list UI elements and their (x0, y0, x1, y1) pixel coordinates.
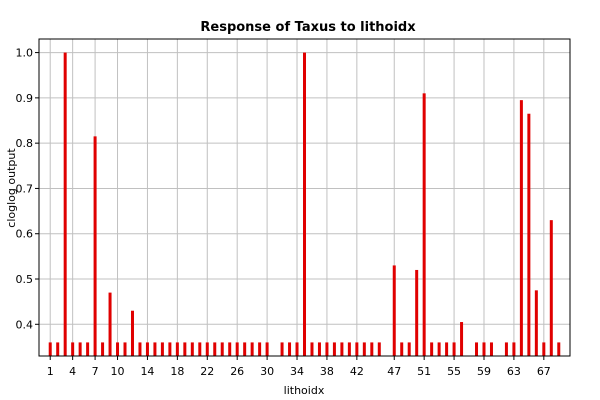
bar (392, 265, 396, 356)
bar (557, 342, 561, 356)
bar (460, 322, 464, 356)
bar (303, 52, 306, 356)
bar (116, 342, 120, 356)
y-tick-label: 1.0 (16, 47, 34, 60)
bar (265, 342, 269, 356)
bar (527, 113, 531, 356)
y-tick-label: 0.6 (16, 228, 34, 241)
bar (370, 342, 374, 356)
bar (235, 342, 239, 356)
bar (78, 342, 82, 356)
bar (101, 342, 105, 356)
bar (190, 342, 194, 356)
x-tick-label: 34 (290, 365, 304, 378)
bar (48, 342, 52, 356)
bar (243, 342, 247, 356)
bar (123, 342, 127, 356)
bar (71, 342, 75, 356)
bar (153, 342, 157, 356)
bar (475, 342, 479, 356)
plot-frame (38, 38, 571, 357)
x-tick-label: 38 (320, 365, 334, 378)
y-tick-label: 0.7 (16, 182, 34, 195)
x-tick-label: 4 (69, 365, 76, 378)
bar (549, 220, 553, 356)
bar (332, 342, 336, 356)
x-tick-label: 30 (260, 365, 274, 378)
bar (519, 100, 523, 356)
bar (504, 342, 508, 356)
x-tick-label: 55 (447, 365, 461, 378)
bar (93, 136, 97, 356)
x-tick-label: 63 (507, 365, 521, 378)
bar (415, 269, 419, 356)
bar (183, 342, 187, 356)
y-tick-layer: 0.4 0.5 0.6 0.7 0.8 0.9 1.0 (16, 47, 39, 331)
bar (534, 290, 538, 356)
bar (250, 342, 254, 356)
x-tick-label: 47 (387, 365, 401, 378)
bar (482, 342, 486, 356)
bar (280, 342, 284, 356)
bar (430, 342, 434, 356)
bar (175, 342, 179, 356)
y-tick-label: 0.9 (16, 92, 34, 105)
x-tick-label: 51 (417, 365, 431, 378)
bar (407, 342, 411, 356)
bar (295, 342, 299, 356)
y-tick-label: 0.5 (16, 273, 34, 286)
bar (205, 342, 209, 356)
bar (355, 342, 359, 356)
x-tick-label: 59 (477, 365, 491, 378)
bar (362, 342, 366, 356)
bar (310, 342, 314, 356)
bar (160, 342, 164, 356)
bar (445, 342, 449, 356)
bar (377, 342, 381, 356)
bar (437, 342, 441, 356)
bar (325, 342, 329, 356)
chart-title: Response of Taxus to lithoidx (200, 20, 416, 35)
bar (512, 342, 516, 356)
bar (288, 342, 292, 356)
bar (63, 52, 67, 356)
x-tick-label: 10 (111, 365, 125, 378)
y-tick-label: 0.8 (16, 137, 34, 150)
bar (168, 342, 172, 356)
bar (130, 310, 134, 356)
x-tick-label: 22 (200, 365, 214, 378)
bar (258, 342, 262, 356)
bar (452, 342, 456, 356)
x-tick-label: 1 (47, 365, 54, 378)
bar (220, 342, 224, 356)
bar (400, 342, 404, 356)
bar (86, 342, 90, 356)
x-tick-label: 14 (140, 365, 154, 378)
x-tick-label: 7 (92, 365, 99, 378)
bar (542, 342, 546, 356)
bar (228, 342, 232, 356)
bar (138, 342, 142, 356)
grid-layer (39, 39, 570, 356)
x-tick-label: 18 (170, 365, 184, 378)
x-tick-layer: 1 4 7 10 14 18 22 26 30 34 38 42 47 51 55 59 63 67 (47, 356, 551, 378)
bar (317, 342, 321, 356)
bar (213, 342, 217, 356)
bar (489, 342, 493, 356)
bar-layer (48, 52, 561, 356)
x-tick-label: 42 (350, 365, 364, 378)
x-tick-label: 26 (230, 365, 244, 378)
bar (56, 342, 60, 356)
y-axis-label: cloglog output (5, 148, 18, 228)
y-tick-label: 0.4 (16, 318, 34, 331)
bar (198, 342, 202, 356)
x-tick-label: 67 (537, 365, 551, 378)
bar (145, 342, 149, 356)
bar (422, 93, 426, 356)
bar (347, 342, 351, 356)
bar (340, 342, 344, 356)
x-axis-label: lithoidx (284, 384, 325, 397)
bar (108, 292, 112, 356)
